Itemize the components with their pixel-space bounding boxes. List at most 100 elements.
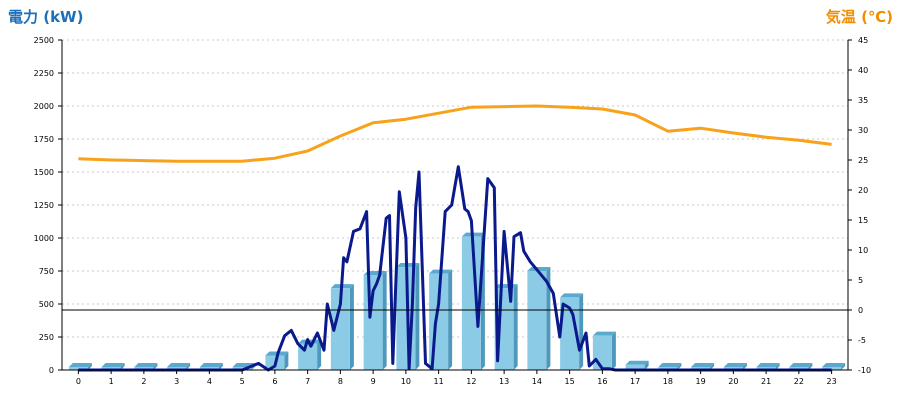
x-tick-label: 13 xyxy=(499,377,509,386)
bar-top xyxy=(560,293,584,298)
bar-top xyxy=(789,363,813,367)
x-tick-label: 5 xyxy=(240,377,245,386)
bar-side xyxy=(513,284,518,370)
bar xyxy=(68,363,92,370)
x-tick-label: 9 xyxy=(371,377,376,386)
bar-top xyxy=(167,363,191,367)
bar-top xyxy=(134,363,158,367)
right-tick-label: 0 xyxy=(858,306,863,315)
tick-labels: 02505007501000125015001750200022502500-1… xyxy=(34,36,871,386)
right-tick-label: 40 xyxy=(858,66,868,75)
bar-side xyxy=(742,363,747,370)
bar-side xyxy=(710,363,715,370)
power-series xyxy=(78,165,832,372)
bar-side xyxy=(317,339,322,370)
x-tick-label: 16 xyxy=(597,377,607,386)
bar-series xyxy=(68,232,846,370)
x-tick-label: 15 xyxy=(565,377,575,386)
bar-side xyxy=(775,363,780,370)
bar-side xyxy=(87,363,92,370)
x-tick-label: 1 xyxy=(109,377,114,386)
right-tick-label: 35 xyxy=(858,96,868,105)
bar-side xyxy=(186,363,191,370)
bar-top xyxy=(625,360,649,365)
right-tick-label: 25 xyxy=(858,156,868,165)
x-tick-label: 7 xyxy=(305,377,310,386)
left-tick-label: 500 xyxy=(39,300,54,309)
x-tick-label: 8 xyxy=(338,377,343,386)
bar-front xyxy=(592,335,612,370)
bar-side xyxy=(284,351,289,370)
x-tick-label: 0 xyxy=(76,377,81,386)
right-tick-label: 30 xyxy=(858,126,868,135)
bar-top xyxy=(691,363,715,367)
bar xyxy=(592,331,616,370)
left-axis-title: 電力 (kW) xyxy=(8,8,83,26)
bar-top xyxy=(592,331,616,336)
x-tick-label: 6 xyxy=(272,377,277,386)
bar-front xyxy=(461,236,481,370)
bar-side xyxy=(120,363,125,370)
bar-side xyxy=(644,360,649,370)
bar-side xyxy=(448,269,453,370)
x-tick-label: 14 xyxy=(532,377,542,386)
left-tick-label: 1750 xyxy=(34,135,54,144)
bar-front xyxy=(625,364,645,370)
x-tick-label: 12 xyxy=(466,377,476,386)
bar-side xyxy=(153,363,158,370)
bar-side xyxy=(218,363,223,370)
x-tick-label: 10 xyxy=(401,377,411,386)
temperature-series xyxy=(78,104,832,163)
bar-side xyxy=(579,293,584,370)
right-tick-label: 20 xyxy=(858,186,868,195)
x-tick-label: 23 xyxy=(827,377,837,386)
x-tick-label: 4 xyxy=(207,377,212,386)
right-tick-label: -10 xyxy=(858,366,871,375)
bar-top xyxy=(527,267,551,271)
bar-side xyxy=(415,263,420,370)
left-tick-label: 1500 xyxy=(34,168,54,177)
bar-side xyxy=(808,363,813,370)
temperature-line xyxy=(78,104,832,163)
left-tick-label: 0 xyxy=(49,366,54,375)
bar-front xyxy=(330,288,350,370)
axes xyxy=(58,39,852,374)
bar-front xyxy=(822,367,842,370)
bar-top xyxy=(199,363,223,367)
x-tick-label: 19 xyxy=(696,377,706,386)
bar-top xyxy=(756,363,780,367)
left-tick-label: 750 xyxy=(39,267,54,276)
x-tick-label: 11 xyxy=(434,377,444,386)
x-tick-label: 22 xyxy=(794,377,804,386)
bar-side xyxy=(546,267,551,370)
left-tick-label: 1250 xyxy=(34,201,54,210)
right-tick-label: 45 xyxy=(858,36,868,45)
x-tick-label: 17 xyxy=(630,377,640,386)
left-tick-label: 250 xyxy=(39,333,54,342)
bar-side xyxy=(841,363,846,370)
left-tick-label: 2000 xyxy=(34,102,54,111)
x-tick-label: 2 xyxy=(141,377,146,386)
right-tick-label: -5 xyxy=(858,336,866,345)
right-tick-label: 5 xyxy=(858,276,863,285)
grid xyxy=(62,39,848,338)
left-tick-label: 2500 xyxy=(34,36,54,45)
right-tick-label: 15 xyxy=(858,216,868,225)
bar-side xyxy=(382,270,387,370)
bar-top xyxy=(658,363,682,367)
right-tick-label: 10 xyxy=(858,246,868,255)
left-tick-label: 1000 xyxy=(34,234,54,243)
right-axis-title: 気温 (℃) xyxy=(826,8,893,26)
bar xyxy=(625,360,649,370)
x-tick-label: 21 xyxy=(761,377,771,386)
bar-top xyxy=(822,363,846,367)
bar-front xyxy=(527,271,547,370)
bar-top xyxy=(723,363,747,367)
bar xyxy=(527,267,551,370)
bar-side xyxy=(677,363,682,370)
bar xyxy=(461,232,485,370)
bar-front xyxy=(68,367,88,370)
x-tick-label: 3 xyxy=(174,377,179,386)
x-tick-label: 20 xyxy=(728,377,738,386)
